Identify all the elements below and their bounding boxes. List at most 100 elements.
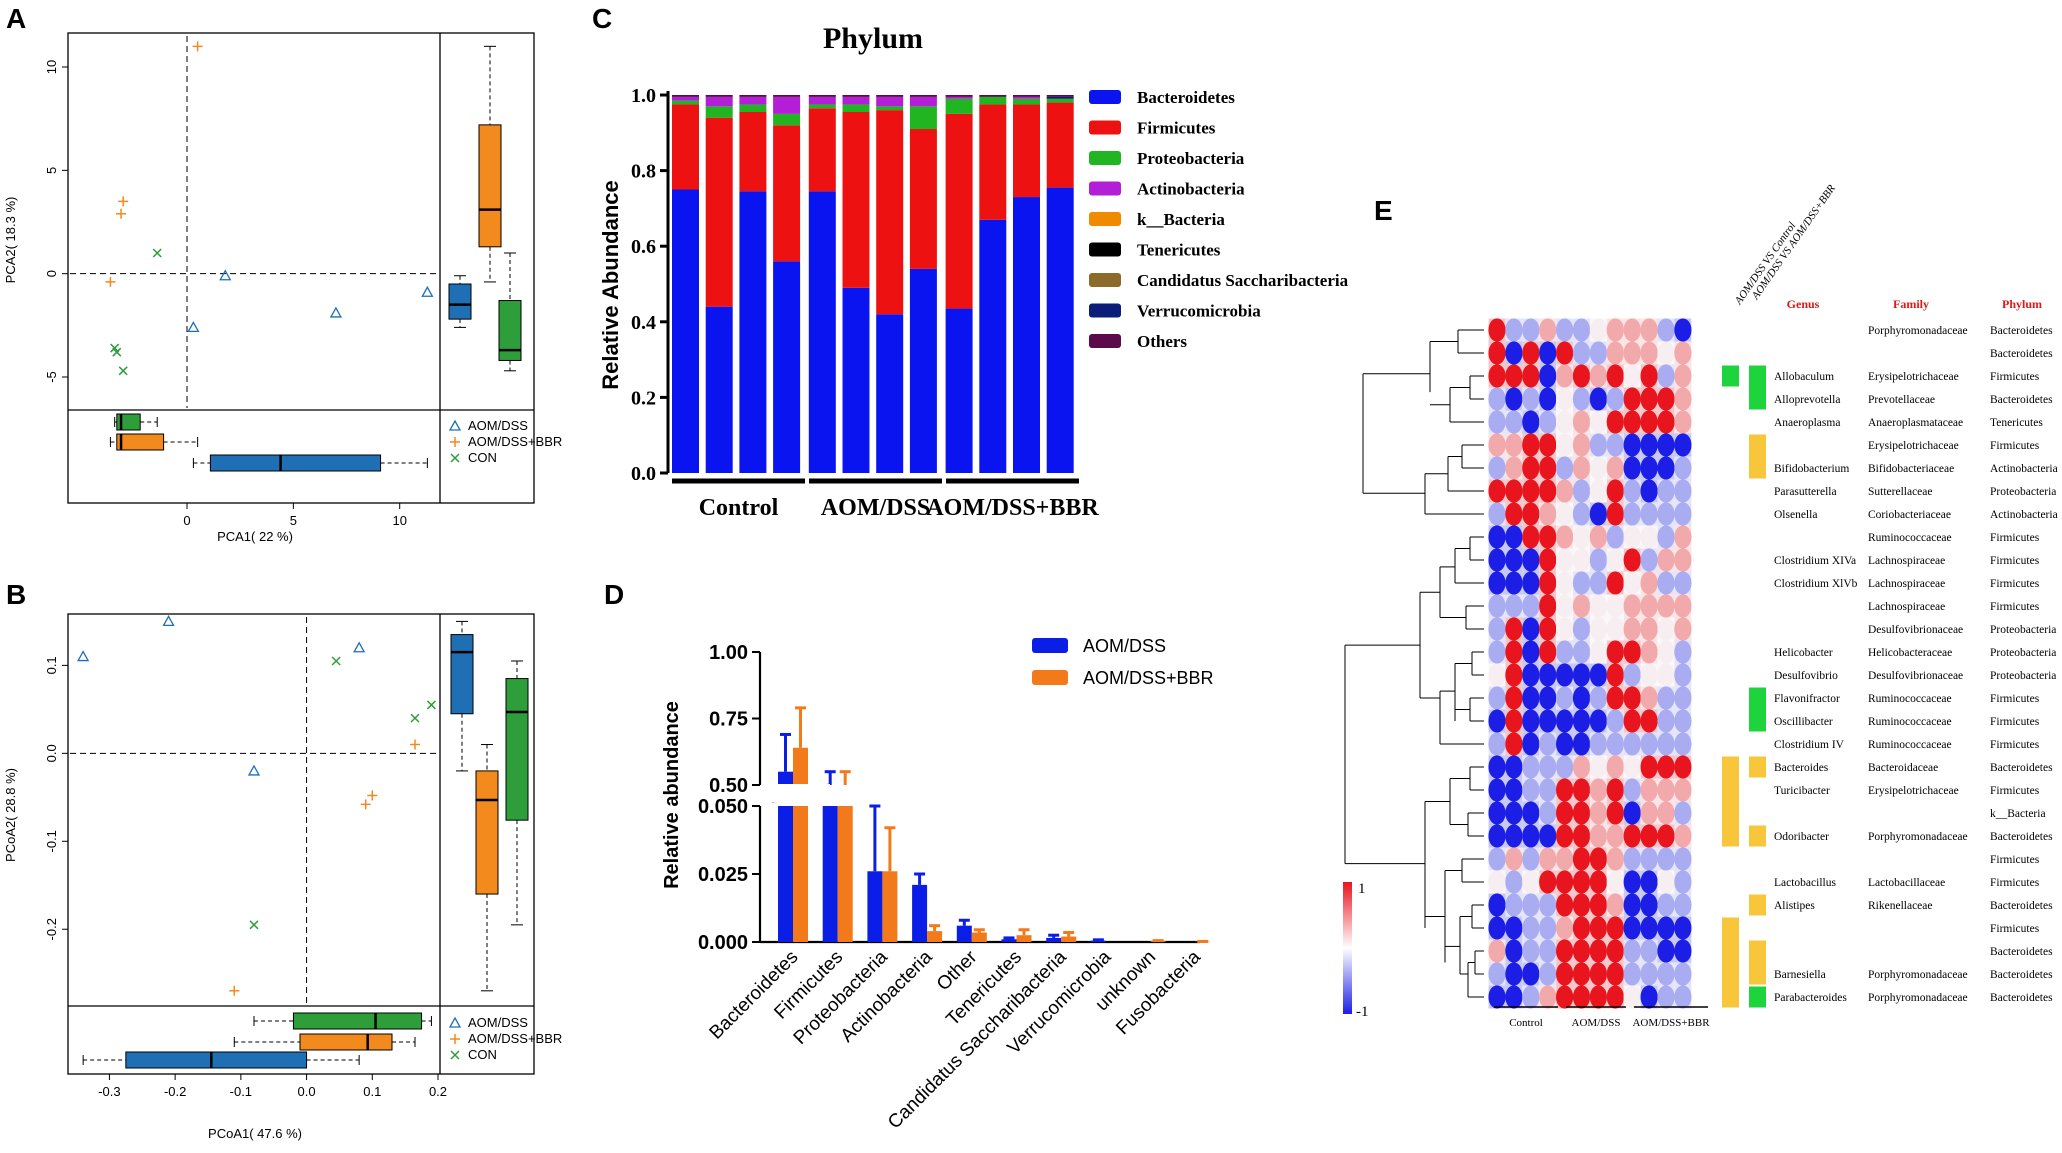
point-triangle: [162, 615, 175, 627]
heatmap-ellipse: [1589, 571, 1607, 595]
stack-segment-actinobacteria: [808, 96, 836, 105]
table-header: Family: [1893, 297, 1929, 311]
significance-marker: [1749, 894, 1766, 916]
heatmap-ellipse: [1556, 686, 1574, 710]
bar-0-lower: [778, 806, 793, 942]
heatmap-ellipse: [1657, 686, 1675, 710]
stack-segment-others: [876, 95, 904, 97]
panel-b-frame: [67, 613, 535, 1075]
heatmap-ellipse: [1640, 686, 1658, 710]
x-tick-label: 0: [183, 513, 190, 528]
stack-segment-proteobacteria: [1013, 98, 1040, 105]
heatmap-ellipse: [1539, 387, 1557, 411]
point-plus: [105, 276, 116, 287]
heatmap-ellipse: [1589, 755, 1607, 779]
y-tick-label: 0.0: [44, 744, 59, 762]
heatmap-ellipse: [1522, 410, 1540, 434]
heatmap-ellipse: [1556, 870, 1574, 894]
point-x: [118, 366, 128, 376]
heatmap-ellipse: [1640, 502, 1658, 526]
legend-label: Candidatus Saccharibacteria: [1137, 271, 1349, 290]
stack-segment-bacteroidetes: [739, 191, 767, 473]
family-label: Erysipelotrichaceae: [1868, 440, 1959, 452]
heatmap-ellipse: [1589, 456, 1607, 480]
significance-marker: [1722, 365, 1739, 387]
phylum-label: Bacteroidetes: [1990, 992, 2053, 1004]
panel-a-xlabel: PCA1( 22 %): [217, 529, 293, 544]
heatmap-ellipse: [1572, 433, 1591, 457]
stack-segment-bacteroidetes: [773, 261, 801, 473]
heatmap-ellipse: [1606, 916, 1624, 940]
heatmap-ellipse: [1556, 939, 1574, 963]
point-x: [152, 248, 162, 258]
heatmap-ellipse: [1539, 755, 1557, 779]
point-x: [331, 656, 341, 666]
heatmap-ellipse: [1657, 318, 1675, 342]
x-tick-label: -0.3: [98, 1084, 120, 1099]
point-x: [410, 713, 420, 723]
stack-segment-firmicutes: [1013, 104, 1040, 198]
legend-marker: [448, 419, 462, 431]
heatmap-ellipse: [1572, 318, 1591, 342]
heatmap-ellipse: [1589, 893, 1607, 917]
stack-segment-others: [808, 95, 836, 97]
legend-label: Tenericutes: [1137, 241, 1221, 260]
family-label: Ruminococcaceae: [1868, 532, 1952, 544]
stack-segment-bacteroidetes: [1013, 197, 1040, 473]
heatmap-ellipse: [1640, 778, 1658, 802]
box: [475, 770, 499, 895]
heatmap-ellipse: [1674, 985, 1692, 1009]
legend-label: CON: [468, 450, 497, 465]
color-scale-min: -1: [1356, 1004, 1369, 1020]
stack-segment-others: [909, 95, 937, 97]
heatmap-ellipse: [1488, 640, 1506, 664]
heatmap-ellipse: [1505, 387, 1523, 411]
heatmap-ellipse: [1606, 732, 1624, 756]
box: [448, 283, 472, 320]
phylum-label: Bacteroidetes: [1990, 946, 2053, 958]
point-triangle: [77, 650, 90, 662]
panel-e-taxonomy-table: Porphyromonadaceae Bacteroidetes Bacteroid…: [1774, 325, 2058, 1004]
heatmap-ellipse: [1522, 893, 1540, 917]
panel-e-group-labels: Control AOM/DSS AOM/DSS+BBR: [1494, 1006, 1710, 1029]
heatmap-ellipse: [1657, 479, 1675, 503]
heatmap-ellipse: [1623, 663, 1641, 687]
heatmap-ellipse: [1539, 847, 1557, 871]
heatmap-ellipse: [1657, 985, 1675, 1009]
phylum-label: Bacteroidetes: [1990, 325, 2053, 337]
heatmap-ellipse: [1589, 686, 1607, 710]
family-label: Porphyromonadaceae: [1868, 969, 1968, 981]
family-label: Bacteroidaceae: [1868, 762, 1938, 774]
heatmap-ellipse: [1505, 364, 1523, 388]
stack-segment-firmicutes: [773, 125, 801, 262]
legend-swatch: [1089, 303, 1121, 318]
genus-label: Alloprevotella: [1774, 394, 1840, 406]
heatmap-ellipse: [1488, 617, 1506, 641]
family-label: Sutterellaceae: [1868, 486, 1933, 498]
phylum-label: Actinobacteria: [1990, 463, 2058, 475]
family-label: Ruminococcaceae: [1868, 739, 1952, 751]
heatmap-ellipse: [1606, 939, 1624, 963]
family-label: Lachnospiraceae: [1868, 555, 1945, 567]
heatmap-ellipse: [1623, 916, 1641, 940]
color-scale-max: 1: [1358, 881, 1366, 897]
heatmap-ellipse: [1589, 479, 1607, 503]
heatmap-ellipse: [1505, 341, 1523, 365]
heatmap-ellipse: [1606, 709, 1624, 733]
heatmap-ellipse: [1488, 525, 1506, 549]
heatmap-ellipse: [1623, 824, 1641, 848]
point-triangle: [247, 764, 261, 776]
heatmap-ellipse: [1572, 778, 1591, 802]
heatmap-ellipse: [1674, 640, 1692, 664]
heatmap-ellipse: [1589, 387, 1607, 411]
color-scale-bar: [1343, 882, 1352, 1014]
heatmap-ellipse: [1589, 985, 1607, 1009]
heatmap-ellipse: [1488, 778, 1506, 802]
heatmap-ellipse: [1640, 939, 1658, 963]
phylum-label: Firmicutes: [1990, 877, 2040, 889]
phylum-label: Firmicutes: [1990, 601, 2040, 613]
heatmap-ellipse: [1539, 663, 1557, 687]
stack-segment-proteobacteria: [739, 104, 767, 113]
heatmap-ellipse: [1572, 962, 1591, 986]
heatmap-ellipse: [1589, 318, 1607, 342]
